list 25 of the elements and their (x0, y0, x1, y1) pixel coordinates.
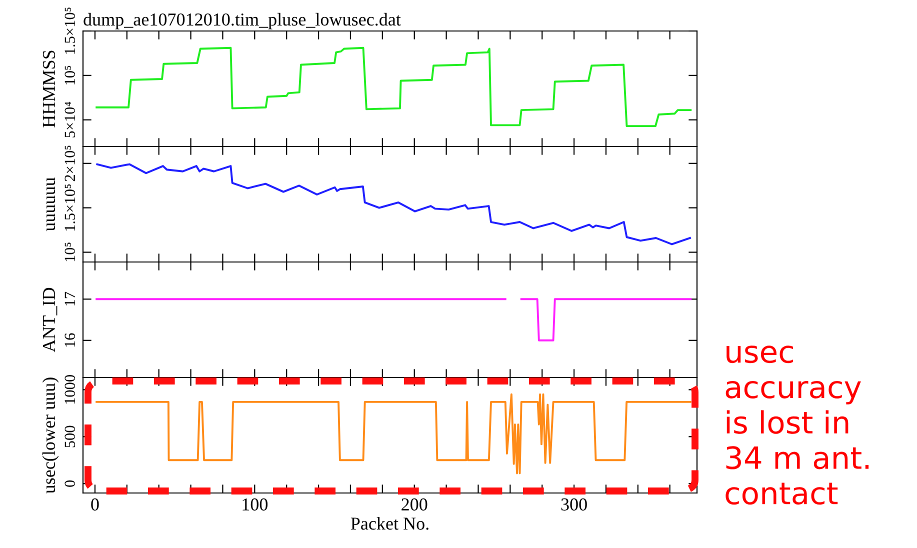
line-series (96, 393, 692, 474)
y-tick-label: 17 (64, 292, 75, 306)
line-series (96, 163, 691, 246)
y-tick-label: 1000 (64, 375, 76, 404)
x-axis-title: Packet No. (350, 517, 428, 530)
text: usec accuracy is lost in 34 m ant. contact (726, 346, 869, 505)
x-tick-label: 300 (561, 498, 587, 511)
y-tick-label: 10⁵ (64, 242, 76, 262)
y-tick-label: 2×10⁵ (64, 146, 76, 182)
y-axis-title: usec(lower uuu) (42, 378, 59, 494)
line-series (96, 46, 692, 128)
y-tick-label: 10⁵ (64, 66, 76, 84)
y-tick-label: 0 (64, 480, 76, 487)
y-axis-title: HHMMSS (42, 50, 56, 128)
y-axis-title: ANT_ID (42, 288, 58, 352)
x-tick-label: 200 (402, 498, 428, 511)
chart-title: dump_ae107012010.tim_pluse_lowusec.dat (84, 12, 401, 30)
y-axis-title: uuuuuu (46, 177, 56, 232)
y-tick-label: 5×10⁴ (64, 102, 76, 138)
y-tick-label: 1.5×10⁵ (64, 184, 76, 231)
y-tick-label: 1.5×10⁵ (64, 8, 76, 54)
y-tick-label: 16 (64, 333, 76, 347)
y-tick-label: 500 (64, 426, 76, 448)
x-tick-label: 100 (242, 498, 268, 511)
x-tick-label: 0 (91, 498, 99, 511)
